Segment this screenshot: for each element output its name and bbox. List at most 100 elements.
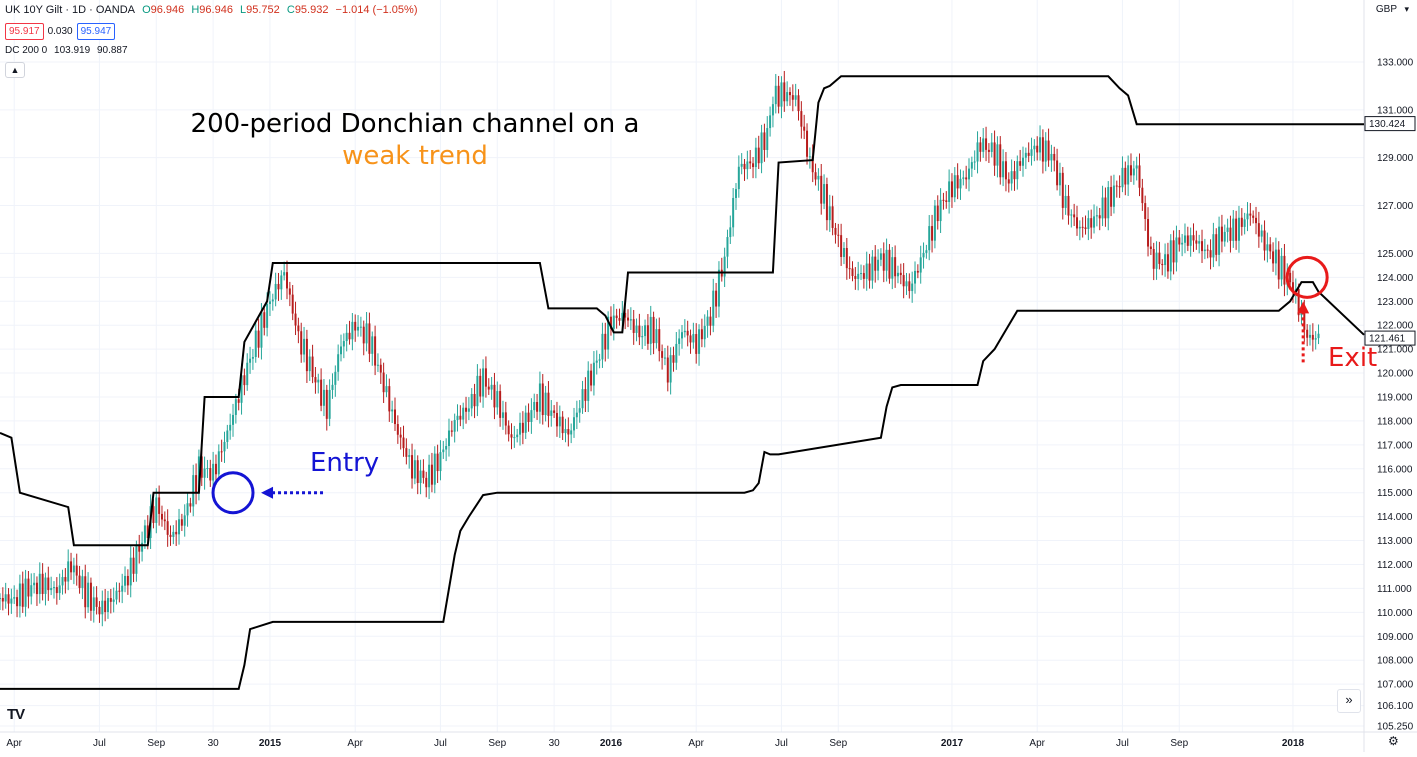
currency-selector[interactable]: GBP (1375, 4, 1397, 15)
candle-body (578, 408, 581, 413)
chevron-down-icon[interactable]: ▾ (1404, 4, 1409, 14)
entry-circle (211, 471, 255, 515)
candle-body (212, 463, 215, 481)
candle-body (857, 273, 860, 279)
chevron-up-icon[interactable]: ▲ (5, 62, 25, 78)
candle-body (786, 92, 789, 102)
candle-body (1266, 244, 1269, 251)
candle-body (808, 156, 811, 158)
candle-body (1121, 167, 1124, 188)
candle-body (933, 205, 936, 241)
candle-body (490, 384, 493, 390)
gear-icon[interactable]: ⚙ (1388, 734, 1399, 748)
candle-body (44, 577, 47, 594)
double-chevron-right-icon[interactable]: » (1337, 689, 1361, 713)
candle-body (30, 585, 33, 597)
candle-body (627, 317, 630, 321)
x-tick-label: Sep (488, 738, 506, 749)
candle-body (783, 82, 786, 102)
candle-body (305, 338, 308, 372)
candle-body (877, 259, 880, 271)
candle-body (348, 332, 351, 340)
candle-body (1283, 255, 1286, 285)
candle-body (1249, 213, 1252, 216)
y-tick-label: 105.250 (1377, 722, 1414, 733)
candle-body (1220, 226, 1223, 242)
candle-body (1164, 254, 1167, 266)
candle-body (862, 273, 865, 279)
y-tick-label: 112.000 (1377, 560, 1413, 571)
symbol-title[interactable]: UK 10Y Gilt · 1D · OANDA (5, 4, 135, 16)
candle-body (445, 446, 448, 450)
candle-body (774, 85, 777, 105)
candle-body (931, 226, 934, 241)
candle-body (61, 577, 64, 586)
candle-body (860, 273, 863, 275)
annotation-title: 200-period Donchian channel on a weak tr… (190, 108, 640, 172)
candle-body (186, 503, 189, 516)
candle-body (1002, 161, 1005, 178)
candle-body (919, 257, 922, 273)
candle-body (311, 356, 314, 378)
buy-price-button[interactable]: 95.947 (76, 23, 116, 40)
candle-body (405, 448, 408, 457)
candle-body (1104, 197, 1107, 219)
tradingview-logo: TV (7, 706, 25, 723)
candle-body (712, 290, 715, 326)
candle-body (922, 252, 925, 258)
candle-body (1081, 226, 1084, 228)
last-price-tag (1364, 116, 1416, 132)
candle-body (428, 464, 431, 488)
candle-body (1209, 250, 1212, 258)
candle-body (203, 468, 206, 478)
candle-body (263, 312, 266, 328)
candle-body (368, 323, 371, 354)
candle-body (251, 356, 254, 359)
candle-body (467, 408, 470, 412)
candle-body (92, 597, 95, 611)
candle-body (408, 455, 411, 457)
candle-body (1024, 152, 1027, 158)
candle-body (1309, 334, 1312, 338)
indicator-row[interactable]: DC 200 0 103.919 90.887 (5, 45, 132, 56)
candle-body (1203, 249, 1206, 252)
candle-body (1132, 168, 1135, 176)
candle-body (462, 407, 465, 420)
candle-body (24, 578, 27, 607)
candle-body (993, 142, 996, 166)
x-tick-label: 2018 (1282, 738, 1305, 749)
y-tick-label: 125.000 (1377, 249, 1414, 260)
candle-body (1061, 172, 1064, 208)
candle-body (121, 585, 124, 592)
candle-body (1036, 145, 1039, 153)
candle-body (340, 346, 342, 355)
indicator-name: DC 200 0 (5, 45, 48, 56)
candle-body (1022, 157, 1024, 166)
candle-body (592, 362, 595, 386)
candle-body (524, 412, 527, 433)
candle-body (385, 386, 388, 393)
candle-body (825, 184, 828, 221)
candle-body (1269, 244, 1272, 252)
candle-body (95, 597, 98, 607)
candle-body (953, 175, 956, 198)
candle-body (530, 410, 533, 422)
candle-body (1084, 227, 1087, 229)
candle-body (1039, 137, 1042, 153)
candle-body (635, 325, 638, 333)
candle-body (1070, 214, 1073, 216)
candle-body (197, 456, 200, 493)
candle-body (681, 332, 683, 339)
candle-body (178, 519, 181, 535)
candle-body (158, 497, 161, 514)
last-price-label: 121.461 (1369, 334, 1406, 345)
candle-body (663, 357, 666, 359)
x-tick-label: Apr (6, 738, 22, 749)
candle-body (837, 234, 840, 236)
candle-body (715, 290, 718, 307)
candle-body (894, 257, 897, 277)
y-tick-label: 111.000 (1377, 584, 1412, 595)
sell-price-button[interactable]: 95.917 (5, 23, 44, 40)
